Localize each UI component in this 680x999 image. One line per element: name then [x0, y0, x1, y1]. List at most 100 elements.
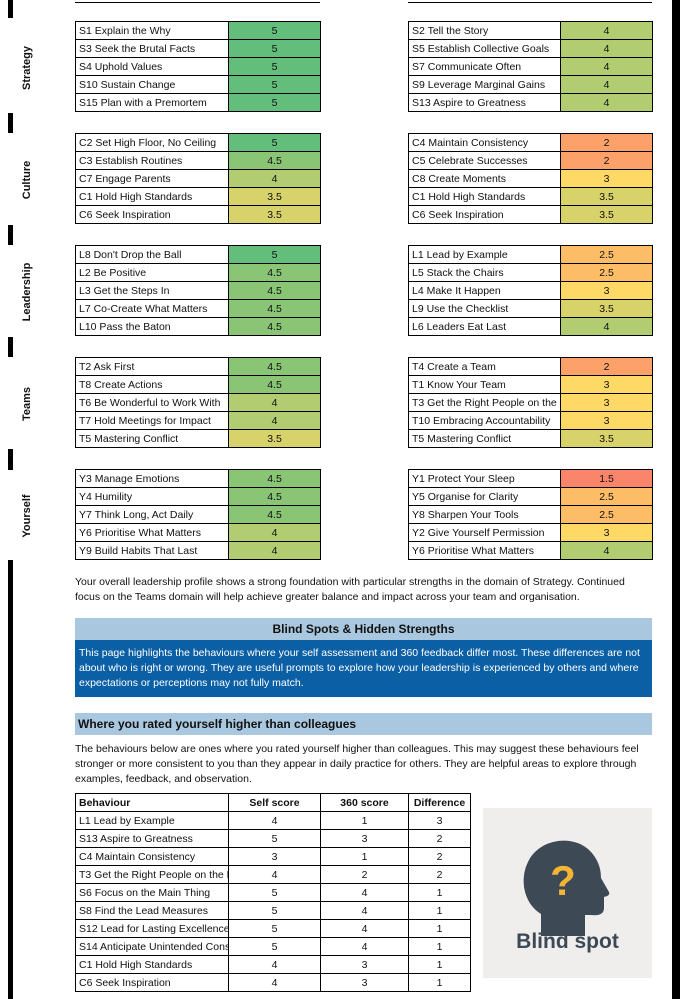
row: C1 Hold High Standards 4 3 1 — [75, 955, 471, 974]
cell: 1 — [408, 883, 471, 902]
behaviour: S1 Explain the Why — [75, 21, 229, 40]
header-cell: Behaviour — [75, 793, 229, 812]
behaviour: L7 Co-Create What Matters — [75, 299, 229, 318]
row: C6 Seek Inspiration 3.5 — [75, 205, 321, 224]
rule — [75, 2, 320, 3]
score: 2 — [560, 357, 653, 376]
row: C8 Create Moments 3 — [408, 169, 653, 188]
cell: 5 — [228, 937, 321, 956]
score: 5 — [228, 75, 321, 94]
row: L9 Use the Checklist 3.5 — [408, 299, 653, 318]
score: 3.5 — [228, 429, 321, 448]
side-bar — [8, 113, 13, 133]
row: C6 Seek Inspiration 3.5 — [408, 205, 653, 224]
header-cell: Self score — [228, 793, 321, 812]
rule — [408, 2, 652, 3]
svg-text:?: ? — [550, 857, 576, 904]
score: 5 — [228, 39, 321, 58]
cell: 1 — [320, 847, 409, 866]
behaviour: S9 Leverage Marginal Gains — [408, 75, 561, 94]
row: Y7 Think Long, Act Daily 4.5 — [75, 505, 321, 524]
side-bar — [8, 337, 13, 357]
cell: 2 — [408, 865, 471, 884]
behaviour: L8 Don't Drop the Ball — [75, 245, 229, 264]
behaviour: T5 Mastering Conflict — [75, 429, 229, 448]
row: Y2 Give Yourself Permission 3 — [408, 523, 653, 542]
behaviour: Y6 Prioritise What Matters — [75, 523, 229, 542]
intro-box: This page highlights the behaviours wher… — [75, 640, 652, 697]
row: S1 Explain the Why 5 — [75, 21, 321, 40]
behaviour: Y6 Prioritise What Matters — [408, 541, 561, 560]
row: T10 Embracing Accountability 3 — [408, 411, 653, 430]
score: 2.5 — [560, 245, 653, 264]
behaviour: S2 Tell the Story — [408, 21, 561, 40]
behaviour: T8 Create Actions — [75, 375, 229, 394]
section-title: Where you rated yourself higher than col… — [75, 713, 652, 735]
score: 4 — [228, 523, 321, 542]
score-table: C4 Maintain Consistency 2 C5 Celebrate Suc… — [408, 133, 653, 224]
row: S9 Leverage Marginal Gains 4 — [408, 75, 653, 94]
cell: 3 — [320, 973, 409, 992]
cell: 5 — [228, 829, 321, 848]
score: 2.5 — [560, 487, 653, 506]
cell: 4 — [320, 937, 409, 956]
score: 5 — [228, 21, 321, 40]
behaviour: L5 Stack the Chairs — [408, 263, 561, 282]
row: T5 Mastering Conflict 3.5 — [408, 429, 653, 448]
score: 3 — [560, 393, 653, 412]
cell: S6 Focus on the Main Thing — [75, 883, 229, 902]
cell: 3 — [320, 955, 409, 974]
side-bar — [8, 560, 13, 999]
behaviour: Y5 Organise for Clarity — [408, 487, 561, 506]
header-cell: 360 score — [320, 793, 409, 812]
cell: S14 Anticipate Unintended Cons — [75, 937, 229, 956]
behaviour: L9 Use the Checklist — [408, 299, 561, 318]
score: 4.5 — [228, 375, 321, 394]
behaviour: C5 Celebrate Successes — [408, 151, 561, 170]
row: S5 Establish Collective Goals 4 — [408, 39, 653, 58]
row: C1 Hold High Standards 3.5 — [75, 187, 321, 206]
row: T1 Know Your Team 3 — [408, 375, 653, 394]
behaviour: C7 Engage Parents — [75, 169, 229, 188]
row: C1 Hold High Standards 3.5 — [408, 187, 653, 206]
row: L5 Stack the Chairs 2.5 — [408, 263, 653, 282]
score: 4 — [560, 541, 653, 560]
row: L4 Make It Happen 3 — [408, 281, 653, 300]
cell: C4 Maintain Consistency — [75, 847, 229, 866]
behaviour: Y3 Manage Emotions — [75, 469, 229, 488]
row: C4 Maintain Consistency 2 — [408, 133, 653, 152]
behaviour: T10 Embracing Accountability — [408, 411, 561, 430]
row: S13 Aspire to Greatness 5 3 2 — [75, 829, 471, 848]
score: 5 — [228, 93, 321, 112]
row: L1 Lead by Example 4 1 3 — [75, 811, 471, 830]
behaviour: L10 Pass the Baton — [75, 317, 229, 336]
cell: 1 — [408, 937, 471, 956]
score: 2.5 — [560, 505, 653, 524]
behaviour: T3 Get the Right People on the B — [408, 393, 561, 412]
side-label: Strategy — [21, 45, 33, 91]
row: T4 Create a Team 2 — [408, 357, 653, 376]
row: S2 Tell the Story 4 — [408, 21, 653, 40]
behaviour: Y8 Sharpen Your Tools — [408, 505, 561, 524]
behaviour: S7 Communicate Often — [408, 57, 561, 76]
side-label: Teams — [21, 386, 33, 422]
cell: 1 — [408, 919, 471, 938]
behaviour: C8 Create Moments — [408, 169, 561, 188]
cell: 4 — [228, 973, 321, 992]
score: 3.5 — [560, 429, 653, 448]
score: 4 — [228, 169, 321, 188]
score: 5 — [228, 133, 321, 152]
behaviour: T6 Be Wonderful to Work With — [75, 393, 229, 412]
score: 3.5 — [228, 205, 321, 224]
summary: Your overall leadership profile shows a … — [75, 576, 625, 603]
row: L1 Lead by Example 2.5 — [408, 245, 653, 264]
row: C2 Set High Floor, No Ceiling 5 — [75, 133, 321, 152]
cell: T3 Get the Right People on the B — [75, 865, 229, 884]
comparison-table: Behaviour Self score 360 score Difference L1… — [75, 793, 471, 992]
cell: C6 Seek Inspiration — [75, 973, 229, 992]
row: Y6 Prioritise What Matters 4 — [408, 541, 653, 560]
score: 4.5 — [228, 263, 321, 282]
score: 2 — [560, 151, 653, 170]
cell: 1 — [408, 955, 471, 974]
